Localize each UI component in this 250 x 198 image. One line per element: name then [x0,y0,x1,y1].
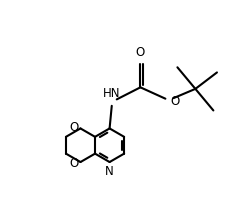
Text: O: O [69,157,78,169]
Text: N: N [105,165,114,178]
Text: O: O [171,95,180,108]
Text: HN: HN [102,87,120,100]
Text: O: O [69,121,78,134]
Text: O: O [136,46,145,59]
